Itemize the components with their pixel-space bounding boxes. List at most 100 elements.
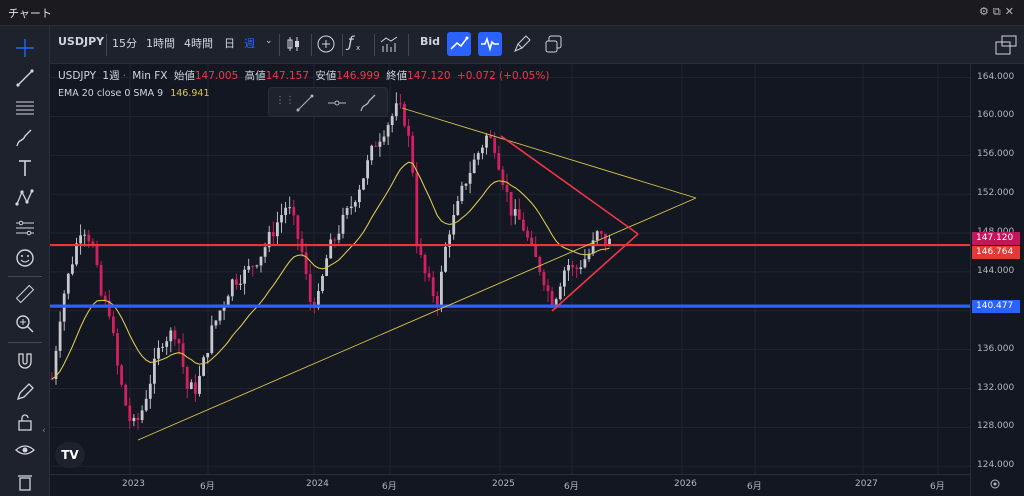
price-axis[interactable]: 164.000160.000156.000152.000148.000144.0… — [970, 64, 1024, 496]
horizontal-line-tool-icon[interactable] — [325, 91, 349, 115]
interval-day-button[interactable]: 日 — [224, 37, 235, 50]
time-tick-label: 6月 — [564, 482, 579, 492]
candle-body — [358, 189, 361, 203]
candle-body — [304, 252, 308, 275]
candle-body — [604, 233, 607, 247]
candle-body — [206, 353, 210, 358]
eye-icon[interactable] — [13, 438, 37, 462]
popout-icon[interactable]: ⧉ — [992, 5, 1005, 18]
candle-style-icon[interactable] — [282, 32, 306, 56]
trash-icon[interactable] — [13, 470, 37, 492]
candle-body — [567, 265, 570, 271]
pattern-tool-icon[interactable] — [13, 186, 37, 210]
magnet-icon[interactable] — [13, 350, 37, 374]
candle-body — [513, 209, 517, 216]
chevron-down-icon[interactable]: ⌄ — [265, 36, 273, 46]
pencil-lock-icon[interactable] — [13, 380, 37, 404]
emoji-icon[interactable] — [13, 246, 37, 270]
legend-open: 147.005 — [194, 70, 239, 82]
time-tick-label: 6月 — [200, 482, 215, 492]
candle-body — [464, 183, 468, 186]
candle-body — [148, 383, 152, 399]
price-tick-label: 128.000 — [977, 421, 1015, 432]
lock-icon[interactable] — [13, 410, 37, 434]
red-line-price-tag: 146.764 — [972, 246, 1020, 260]
candle-body — [75, 243, 78, 265]
interval-1h-button[interactable]: 1時間 — [146, 37, 175, 50]
function-icon[interactable]: ƒ — [348, 33, 354, 51]
candle-body — [296, 215, 300, 239]
candle-body — [362, 178, 365, 190]
price-tick-label: 136.000 — [977, 343, 1015, 354]
candle-body — [534, 244, 538, 258]
add-indicator-icon[interactable] — [314, 32, 338, 56]
toolbar-divider — [374, 34, 375, 56]
line-tool-icon[interactable] — [293, 91, 317, 115]
candle-body — [194, 382, 197, 394]
layers-icon[interactable] — [541, 32, 565, 56]
time-tick-label: 2024 — [306, 479, 329, 489]
interval-15m-button[interactable]: 15分 — [112, 37, 137, 50]
candle-body — [497, 153, 501, 170]
candle-body — [599, 231, 603, 234]
toolbar-divider — [8, 342, 42, 343]
candle-body — [185, 367, 189, 389]
candle-body — [481, 147, 484, 154]
collapse-toolbar-icon[interactable]: ‹ — [42, 426, 46, 436]
candle-body — [489, 135, 492, 138]
trend-toggle-button[interactable] — [447, 32, 471, 56]
candle-body — [423, 254, 427, 274]
text-tool-icon[interactable] — [13, 156, 37, 180]
interval-week-button[interactable]: 週 — [244, 37, 255, 50]
candle-body — [390, 116, 394, 126]
candle-body — [460, 185, 464, 202]
candle-body — [239, 283, 242, 285]
drag-handle-icon[interactable]: ⋮⋮ — [275, 95, 295, 106]
price-chart[interactable] — [50, 64, 970, 474]
candle-body — [538, 257, 542, 272]
fib-tool-icon[interactable] — [13, 96, 37, 120]
bid-button[interactable]: Bid — [420, 35, 441, 48]
candle-body — [394, 103, 398, 117]
settings-icon[interactable] — [987, 476, 1003, 492]
trend-line-tool-icon[interactable] — [13, 66, 37, 90]
time-tick-label: 6月 — [747, 482, 762, 492]
ruler-icon[interactable] — [13, 282, 37, 306]
layout-icon[interactable] — [992, 30, 1020, 58]
brush-tool-icon[interactable] — [357, 91, 381, 115]
gear-icon[interactable]: ⚙ — [979, 5, 993, 18]
close-icon[interactable]: ✕ — [1004, 5, 1018, 18]
candle-body — [542, 271, 546, 286]
candle-body — [132, 417, 136, 422]
zoom-in-icon[interactable] — [13, 312, 37, 336]
pulse-toggle-button[interactable] — [478, 32, 502, 56]
window-title: チャート — [8, 7, 52, 20]
interval-4h-button[interactable]: 4時間 — [184, 37, 213, 50]
time-tick-label: 6月 — [382, 482, 397, 492]
toolbar-divider — [106, 34, 107, 56]
crosshair-icon[interactable] — [13, 36, 37, 60]
candle-body — [99, 264, 103, 296]
time-axis[interactable]: 2023 6月 2024 6月 2025 6月 2026 6月 2027 6月 — [50, 474, 970, 496]
candle-body — [317, 291, 320, 309]
brush-tool-icon[interactable] — [13, 126, 37, 150]
candle-body — [136, 417, 140, 421]
price-tick-label: 160.000 — [977, 110, 1015, 121]
candle-body — [411, 135, 415, 173]
bar-chart-icon[interactable] — [377, 32, 401, 56]
tradingview-logo[interactable]: TV — [55, 442, 85, 468]
candle-body — [415, 172, 419, 247]
candle-body — [472, 159, 476, 173]
brush-icon[interactable] — [510, 32, 534, 56]
legend-high: 147.157 — [265, 70, 310, 82]
ema-line — [51, 161, 610, 380]
indicator-legend: EMA 20 close 0 SMA 9 146.941 — [58, 88, 210, 99]
candle-body — [399, 103, 402, 105]
candle-body — [165, 341, 169, 347]
prediction-tool-icon[interactable] — [13, 216, 37, 240]
candle-body — [292, 207, 296, 216]
last-price-tag: 147.120 — [972, 231, 1020, 245]
candle-body — [608, 238, 611, 247]
candle-body — [333, 239, 337, 241]
symbol-search-button[interactable]: USDJPY — [58, 35, 105, 48]
